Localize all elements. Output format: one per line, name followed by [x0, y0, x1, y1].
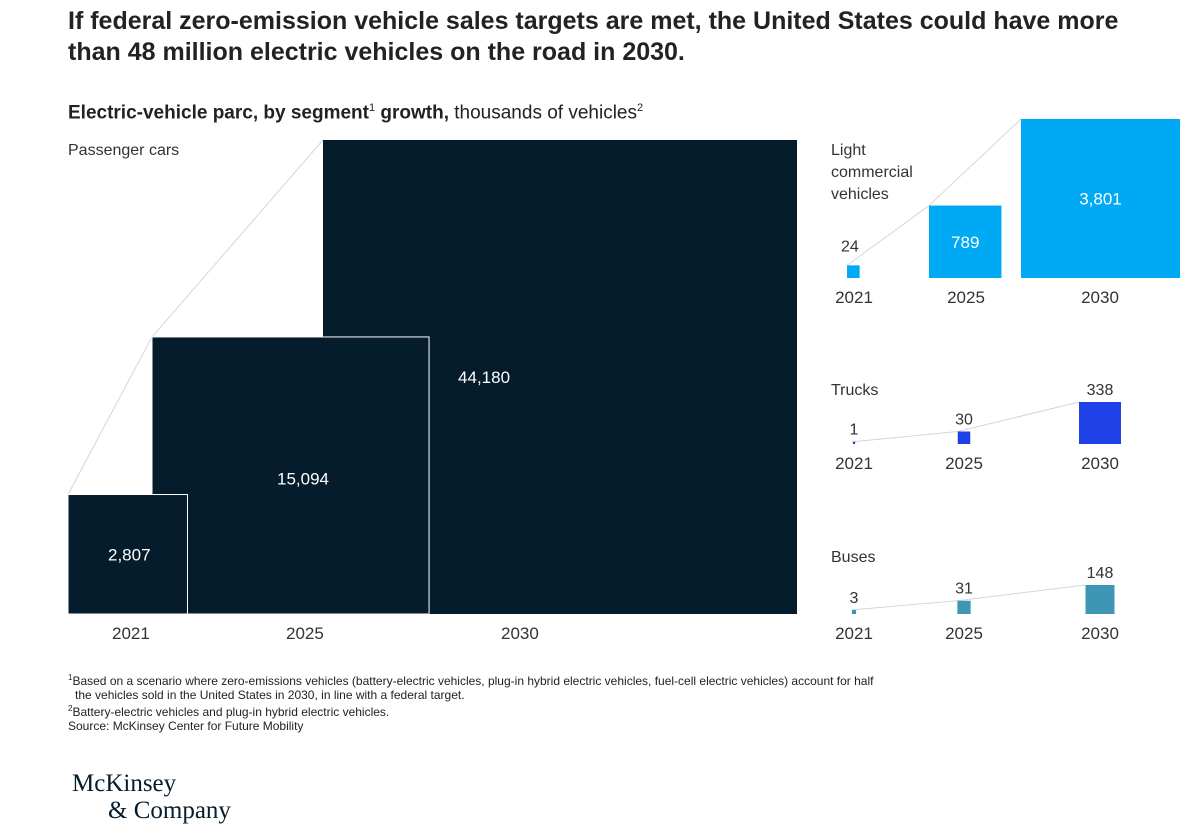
footnote-1-mark: 1	[68, 673, 73, 682]
trucks-connector-2021-2025	[852, 430, 958, 443]
buses-square-2030	[1085, 585, 1115, 614]
passenger-cars-year-2030: 2030	[501, 624, 539, 643]
footnote-1-text-line2: the vehicles sold in the United States i…	[75, 688, 465, 702]
buses-square-2021	[851, 609, 857, 614]
ev-parc-chart: Passenger cars 2,807 15,094 44,180 2021 2025 2…	[67, 118, 1180, 643]
buses-value-2030: 148	[1087, 565, 1114, 582]
subtitle-bold-segment: Electric-vehicle parc, by segment	[68, 102, 369, 124]
passenger-cars-title: Passenger cars	[68, 142, 179, 159]
trucks-square-2021	[852, 441, 856, 444]
trucks-connector-2025-2030	[957, 401, 1080, 432]
buses-year-2025: 2025	[945, 624, 983, 643]
trucks-value-2025: 30	[955, 411, 973, 428]
passenger-cars-square-2025	[151, 336, 430, 615]
lcv-year-2025: 2025	[947, 288, 985, 307]
logo-line-1: McKinsey	[72, 770, 177, 797]
footnote-1-text: Based on a scenario where zero-emissions…	[72, 674, 874, 688]
passenger-cars-value-2025: 15,094	[277, 469, 329, 488]
lcv-connector-2025-2030	[928, 118, 1022, 206]
source-note: Source: McKinsey Center for Future Mobil…	[68, 719, 304, 733]
lcv-value-2030: 3,801	[1079, 190, 1122, 209]
footnotes: 1Based on a scenario where zero-emission…	[68, 671, 1158, 733]
lcv-title-line-3: vehicles	[831, 186, 889, 203]
lcv-square-2030	[1021, 119, 1180, 278]
chart-subtitle: Electric-vehicle parc, by segment1 growt…	[68, 96, 643, 125]
footnote-2: 2Battery-electric vehicles and plug-in h…	[68, 702, 1158, 719]
mckinsey-logo: McKinsey & Company	[72, 770, 231, 824]
passenger-cars-year-2021: 2021	[112, 624, 150, 643]
lcv-title-line-1: Light	[831, 142, 866, 159]
connector-line-2021-2025	[67, 336, 153, 495]
buses-connector-2025-2030	[957, 584, 1086, 602]
trucks-value-2021: 1	[850, 422, 859, 439]
light-commercial-panel: Light commercial vehicles 24 789 3,801 2021 202…	[831, 118, 1180, 307]
lcv-connector-2021-2025	[846, 205, 930, 266]
buses-title: Buses	[831, 549, 875, 566]
lcv-square-2021	[847, 265, 860, 278]
subtitle-units: thousands of vehicles	[448, 102, 637, 124]
chart-title: If federal zero-emission vehicle sales t…	[68, 7, 1119, 66]
trucks-panel: Trucks 1 30 338 2021 2025 2030	[831, 382, 1121, 473]
lcv-square-2025	[929, 205, 1002, 278]
trucks-year-2021: 2021	[835, 454, 873, 473]
connector-line-2025-2030	[151, 139, 324, 338]
trucks-square-2025	[957, 431, 971, 444]
buses-year-2021: 2021	[835, 624, 873, 643]
buses-panel: Buses 3 31 148 2021 2025 2030	[831, 549, 1119, 643]
trucks-square-2030	[1079, 402, 1121, 444]
subtitle-footnote-mark-1: 1	[368, 102, 376, 114]
logo-line-2: & Company	[108, 797, 231, 824]
lcv-value-2025: 789	[951, 233, 979, 252]
passenger-cars-value-2021: 2,807	[108, 545, 151, 564]
trucks-year-2030: 2030	[1081, 454, 1119, 473]
buses-year-2030: 2030	[1081, 624, 1119, 643]
buses-square-2025	[957, 600, 971, 614]
passenger-cars-panel: Passenger cars 2,807 15,094 44,180 2021 2025 2…	[67, 139, 797, 643]
passenger-cars-year-2025: 2025	[286, 624, 324, 643]
buses-value-2025: 31	[955, 581, 973, 598]
subtitle-footnote-mark-2: 2	[637, 102, 644, 114]
buses-connector-2021-2025	[851, 600, 958, 611]
footnote-1: 1Based on a scenario where zero-emission…	[68, 671, 1158, 688]
footnote-2-text: Battery-electric vehicles and plug-in hy…	[72, 705, 390, 719]
footnote-2-mark: 2	[68, 704, 73, 713]
lcv-value-2021: 24	[841, 238, 859, 255]
subtitle-bold-growth: growth,	[375, 102, 449, 124]
passenger-cars-square-2021	[67, 494, 188, 615]
lcv-year-2021: 2021	[835, 288, 873, 307]
footnote-1-continued: the vehicles sold in the United States i…	[68, 688, 1158, 702]
trucks-title: Trucks	[831, 382, 878, 399]
trucks-value-2030: 338	[1087, 382, 1114, 399]
lcv-year-2030: 2030	[1081, 288, 1119, 307]
trucks-year-2025: 2025	[945, 454, 983, 473]
lcv-title-line-2: commercial	[831, 164, 913, 181]
buses-value-2021: 3	[850, 590, 859, 607]
passenger-cars-value-2030: 44,180	[458, 368, 510, 387]
